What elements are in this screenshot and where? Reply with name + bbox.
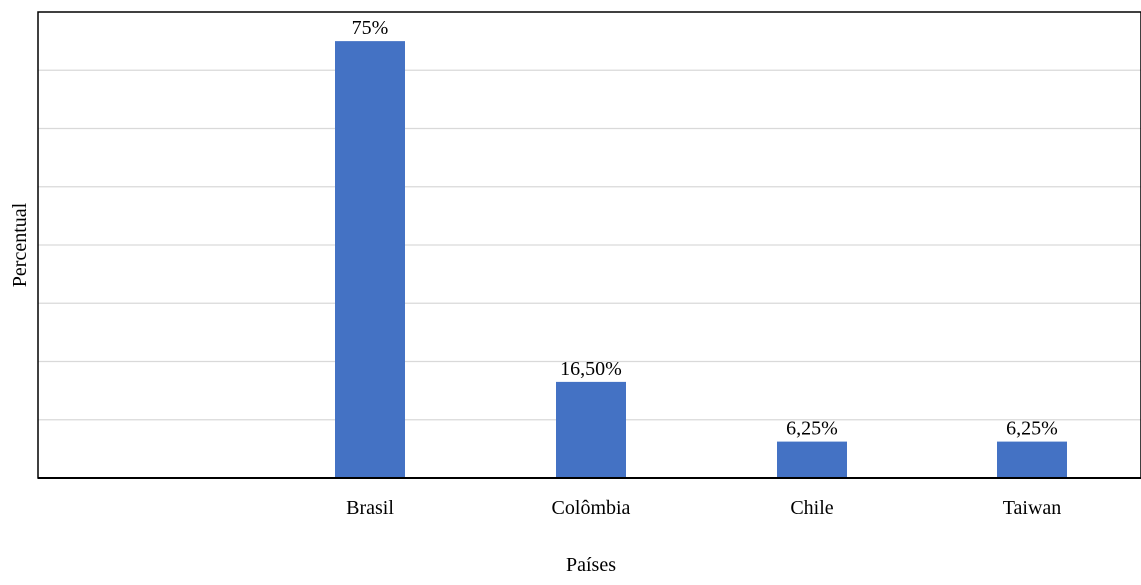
bar-brasil (335, 41, 405, 478)
x-tick-labels: Brasil Colômbia Chile Taiwan (346, 497, 1061, 519)
data-labels: 75% 16,50% 6,25% 6,25% (352, 17, 1058, 439)
bar-taiwan (997, 441, 1067, 478)
x-tick-label: Brasil (346, 497, 394, 519)
data-label: 16,50% (560, 358, 622, 380)
gridlines (38, 69, 1141, 421)
x-axis-title: Países (566, 554, 616, 576)
bar-colômbia (556, 381, 626, 478)
bars (335, 41, 1067, 478)
x-tick-label: Taiwan (1003, 497, 1062, 519)
bar-chile (777, 441, 847, 478)
y-axis-title: Percentual (9, 202, 31, 287)
x-tick-label: Colômbia (552, 497, 631, 519)
x-tick-label: Chile (790, 497, 833, 519)
data-label: 6,25% (786, 418, 838, 440)
data-label: 75% (352, 17, 389, 39)
data-label: 6,25% (1006, 418, 1058, 440)
